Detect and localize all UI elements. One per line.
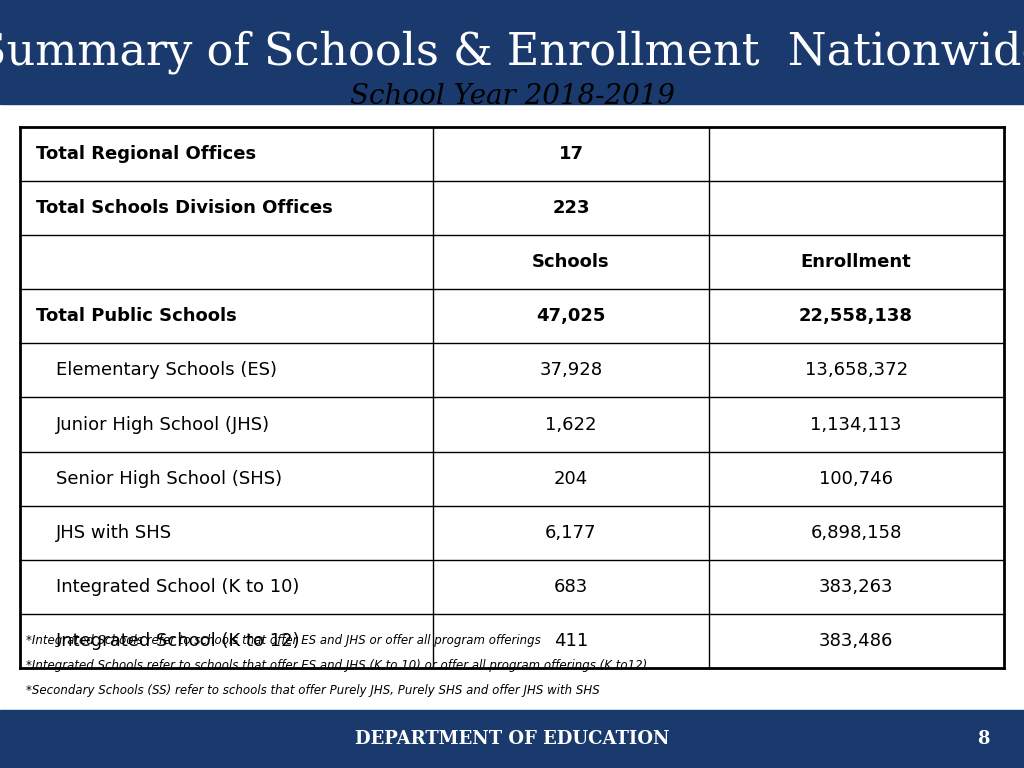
Bar bbox=[0, 710, 1024, 768]
Text: Total Regional Offices: Total Regional Offices bbox=[36, 145, 256, 163]
Text: 204: 204 bbox=[554, 470, 588, 488]
Text: 1,134,113: 1,134,113 bbox=[810, 415, 902, 433]
Text: 223: 223 bbox=[552, 199, 590, 217]
Text: *Integrated Schools refer to schools that offer ES and JHS (K to 10) or offer al: *Integrated Schools refer to schools tha… bbox=[26, 659, 647, 672]
Text: Integrated School (K to 10): Integrated School (K to 10) bbox=[56, 578, 300, 596]
Text: 683: 683 bbox=[554, 578, 588, 596]
Text: DEPARTMENT OF EDUCATION: DEPARTMENT OF EDUCATION bbox=[354, 730, 670, 748]
Text: 37,928: 37,928 bbox=[540, 362, 602, 379]
Text: Elementary Schools (ES): Elementary Schools (ES) bbox=[56, 362, 278, 379]
Text: 17: 17 bbox=[558, 145, 584, 163]
Text: Junior High School (JHS): Junior High School (JHS) bbox=[56, 415, 270, 433]
Text: School Year 2018-2019: School Year 2018-2019 bbox=[349, 82, 675, 110]
Text: 383,486: 383,486 bbox=[819, 632, 893, 650]
Text: 411: 411 bbox=[554, 632, 588, 650]
Text: 13,658,372: 13,658,372 bbox=[805, 362, 907, 379]
Text: *Integrated Schools refer to schools that offer ES and JHS or offer all program : *Integrated Schools refer to schools tha… bbox=[26, 634, 541, 647]
Text: 47,025: 47,025 bbox=[537, 307, 605, 325]
Text: Summary of Schools & Enrollment  Nationwide: Summary of Schools & Enrollment Nationwi… bbox=[0, 30, 1024, 74]
Text: 6,898,158: 6,898,158 bbox=[810, 524, 902, 541]
Text: Schools: Schools bbox=[532, 253, 610, 271]
Text: Integrated School (K to 12): Integrated School (K to 12) bbox=[56, 632, 300, 650]
Text: *Secondary Schools (SS) refer to schools that offer Purely JHS, Purely SHS and o: *Secondary Schools (SS) refer to schools… bbox=[26, 684, 599, 697]
Text: 8: 8 bbox=[977, 730, 989, 748]
Bar bbox=[0, 0, 1024, 104]
Text: 6,177: 6,177 bbox=[545, 524, 597, 541]
Text: Senior High School (SHS): Senior High School (SHS) bbox=[56, 470, 283, 488]
Text: 22,558,138: 22,558,138 bbox=[799, 307, 913, 325]
Text: 100,746: 100,746 bbox=[819, 470, 893, 488]
Text: Total Public Schools: Total Public Schools bbox=[36, 307, 237, 325]
Text: Enrollment: Enrollment bbox=[801, 253, 911, 271]
Text: Total Schools Division Offices: Total Schools Division Offices bbox=[36, 199, 333, 217]
Text: JHS with SHS: JHS with SHS bbox=[56, 524, 172, 541]
Text: 1,622: 1,622 bbox=[545, 415, 597, 433]
Text: 383,263: 383,263 bbox=[819, 578, 893, 596]
